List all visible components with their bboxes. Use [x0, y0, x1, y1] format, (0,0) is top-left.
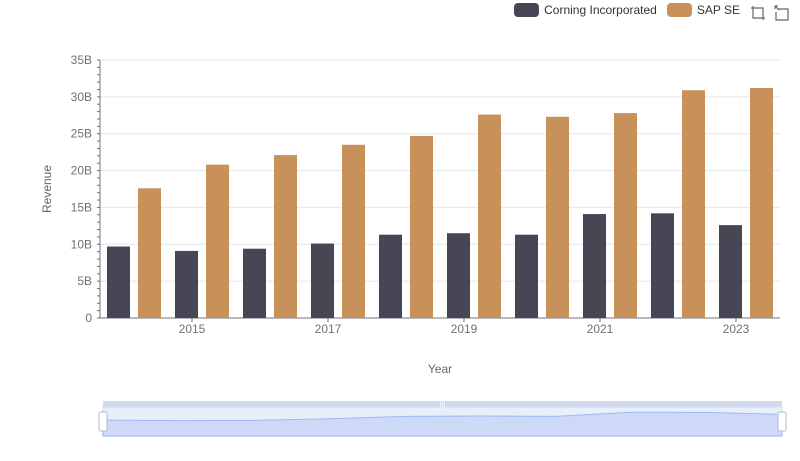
bar-sap-2019 — [478, 114, 501, 318]
datazoom-handle-left[interactable] — [98, 411, 108, 432]
bar-corning-2022 — [651, 213, 674, 318]
legend-label-corning: Corning Incorporated — [544, 3, 657, 17]
bar-sap-2022 — [682, 90, 705, 318]
datazoom-handle-right[interactable] — [777, 411, 787, 432]
legend-swatch-corning — [514, 3, 540, 17]
bar-sap-2021 — [614, 113, 637, 319]
bar-corning-2020 — [515, 234, 538, 318]
x-tick-label: 2023 — [723, 322, 750, 336]
y-axis-title: Revenue — [40, 164, 54, 214]
y-tick-label: 0 — [85, 311, 92, 325]
restore-icon[interactable] — [774, 5, 790, 21]
bar-corning-2016 — [243, 248, 266, 318]
datazoom-track — [102, 406, 783, 437]
x-tick-label: 2017 — [315, 322, 342, 336]
legend-label-sap: SAP SE — [696, 3, 740, 17]
bar-sap-2018 — [410, 135, 433, 318]
datazoom-top-bar — [103, 401, 782, 407]
bar-corning-2023 — [719, 225, 742, 318]
zoom-icon[interactable] — [750, 5, 766, 21]
bar-sap-2016 — [274, 155, 297, 318]
bar-corning-2019 — [447, 233, 470, 318]
bar-sap-2014 — [138, 188, 161, 318]
legend: Corning Incorporated SAP SE — [504, 3, 740, 17]
x-axis-title: Year — [427, 362, 453, 376]
bar-corning-2021 — [583, 214, 606, 318]
y-tick-label: 20B — [71, 164, 92, 178]
y-tick-label: 10B — [71, 237, 92, 251]
y-tick-label: 15B — [71, 200, 92, 214]
legend-item-sap[interactable]: SAP SE — [666, 3, 740, 17]
datazoom-overview-area — [102, 411, 783, 437]
x-tick-label: 2021 — [587, 322, 614, 336]
x-tick-label: 2015 — [179, 322, 206, 336]
bar-corning-2017 — [311, 243, 334, 318]
legend-swatch-sap — [666, 3, 692, 17]
x-tick-label: 2019 — [451, 322, 478, 336]
bar-sap-2020 — [546, 116, 569, 318]
bar-corning-2014 — [107, 246, 130, 318]
legend-item-corning[interactable]: Corning Incorporated — [514, 3, 657, 17]
y-tick-label: 35B — [71, 53, 92, 67]
bar-sap-2017 — [342, 144, 365, 318]
bar-sap-2023 — [750, 88, 773, 318]
y-tick-label: 25B — [71, 127, 92, 141]
datazoom-grip: ||| — [440, 401, 446, 408]
bar-sap-2015 — [206, 164, 229, 318]
y-tick-label: 30B — [71, 90, 92, 104]
toolbox — [750, 5, 790, 21]
bar-corning-2018 — [379, 234, 402, 318]
y-tick-label: 5B — [77, 274, 92, 288]
bar-corning-2015 — [175, 250, 198, 318]
